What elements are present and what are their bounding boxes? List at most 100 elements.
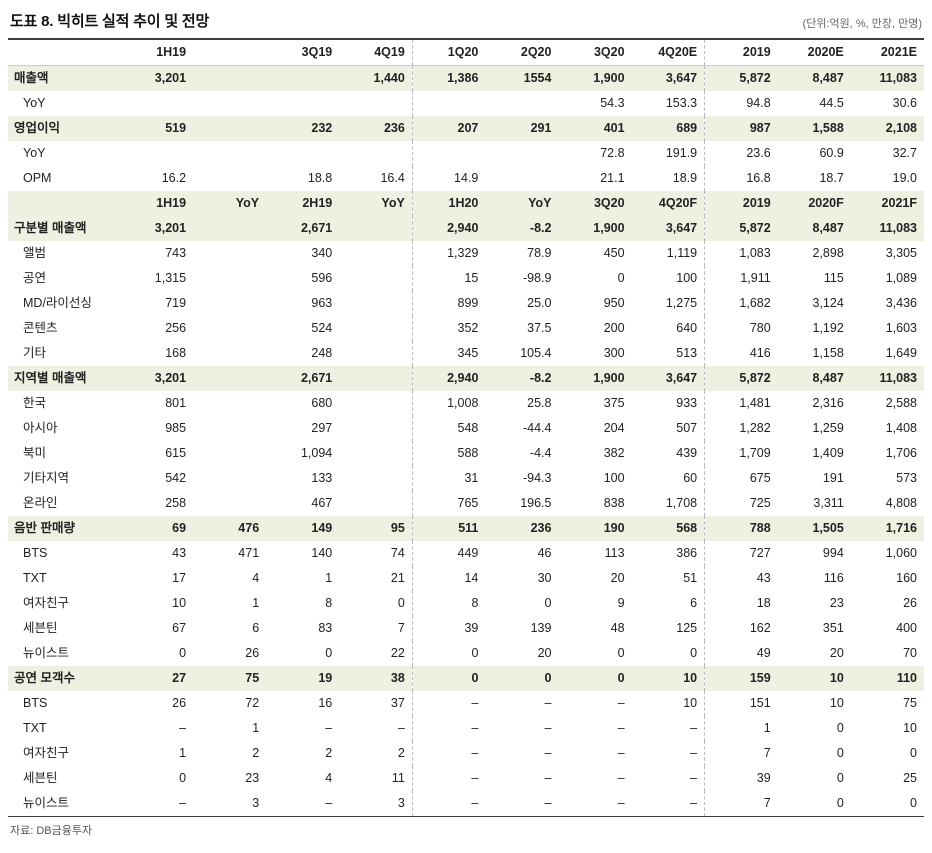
cell: 513 xyxy=(676,346,698,360)
row-label: YoY xyxy=(23,146,46,160)
cell: -4.4 xyxy=(529,446,552,460)
row-label xyxy=(8,191,120,216)
col-header: 1Q20 xyxy=(411,39,486,66)
table-row: 뉴이스트 –3–3– – – –7 0 0 xyxy=(8,791,924,817)
cell: 48 xyxy=(610,621,625,635)
cell: 300 xyxy=(603,346,625,360)
cell: 168 xyxy=(165,346,187,360)
cell: 46 xyxy=(537,546,552,560)
cell: 38 xyxy=(339,666,413,691)
cell: 375 xyxy=(603,396,625,410)
cell: 3,647 xyxy=(631,65,705,91)
cell: 743 xyxy=(165,246,187,260)
cell: 75 xyxy=(903,696,917,710)
cell: 11,083 xyxy=(850,65,924,91)
cell xyxy=(485,166,558,191)
cell: 0 xyxy=(836,746,844,760)
cell: 10 xyxy=(903,721,917,735)
cell: 7 xyxy=(704,791,778,817)
cell: 0 xyxy=(836,771,844,785)
cell: 568 xyxy=(631,516,705,541)
cell: 0 xyxy=(690,646,698,660)
col-header: 3Q20 xyxy=(558,39,632,66)
cell xyxy=(339,291,412,316)
cell: 400 xyxy=(896,621,917,635)
cell: 788 xyxy=(704,516,778,541)
cell: 54.3 xyxy=(600,96,625,110)
cell: 236 xyxy=(339,116,413,141)
col-header xyxy=(193,39,267,66)
cell: 140 xyxy=(311,546,333,560)
cell: – xyxy=(411,716,486,741)
cell: 100 xyxy=(676,271,698,285)
cell: 1,716 xyxy=(850,516,924,541)
cell: 11,083 xyxy=(850,366,924,391)
cell: -8.2 xyxy=(485,366,559,391)
cell: 0 xyxy=(910,746,917,760)
cell: 60.9 xyxy=(819,146,844,160)
cell: 1,708 xyxy=(665,496,698,510)
cell: 524 xyxy=(311,321,333,335)
cell: 26 xyxy=(903,596,917,610)
cell: 780 xyxy=(704,316,778,341)
cell: 10 xyxy=(631,666,705,691)
cell: 471 xyxy=(238,546,260,560)
cell: 67 xyxy=(172,621,187,635)
table-row: YoY 54.3 153.3 94.8 44.5 30.6 xyxy=(8,91,924,116)
cell xyxy=(193,241,266,266)
cell: 2,940 xyxy=(411,366,486,391)
cell: 2 xyxy=(325,746,333,760)
cell: – xyxy=(690,796,698,810)
cell: 615 xyxy=(165,446,187,460)
cell: 15 xyxy=(411,266,486,291)
cell: 1,440 xyxy=(339,65,413,91)
cell: 16.2 xyxy=(161,171,187,185)
cell: 519 xyxy=(120,116,194,141)
col-header: 2020E xyxy=(777,39,851,66)
cell xyxy=(339,241,412,266)
cell: 153.3 xyxy=(665,96,698,110)
cell xyxy=(193,466,266,491)
cell: 60 xyxy=(683,471,698,485)
col-header: YoY xyxy=(485,191,559,216)
cell: 6 xyxy=(252,621,260,635)
cell: 9 xyxy=(617,596,625,610)
cell xyxy=(339,316,412,341)
row-label: BTS xyxy=(23,546,48,560)
cell: 4 xyxy=(325,771,333,785)
cell: 37.5 xyxy=(527,321,552,335)
cell: 69 xyxy=(120,516,194,541)
cell: 100 xyxy=(603,471,625,485)
cell: -98.9 xyxy=(522,271,552,285)
table-row: 영업이익 519 232 236 207 291 401 689 987 1,588 2,108 xyxy=(8,116,924,141)
cell: 74 xyxy=(390,546,405,560)
cell: – xyxy=(544,696,552,710)
cell: – xyxy=(617,696,625,710)
cell xyxy=(339,341,412,366)
cell: 20 xyxy=(537,646,552,660)
cell: 933 xyxy=(676,396,698,410)
cell: – xyxy=(411,741,486,766)
cell: 0 xyxy=(179,771,187,785)
unit-note: (단위:억원, %, 만장, 만명) xyxy=(802,18,922,30)
cell: 39 xyxy=(704,766,778,791)
cell: 232 xyxy=(266,116,340,141)
cell: 14.9 xyxy=(411,166,486,191)
cell: 10 xyxy=(172,596,187,610)
cell: 236 xyxy=(485,516,559,541)
cell: 1,649 xyxy=(885,346,917,360)
cell: 16 xyxy=(318,696,333,710)
cell: 43 xyxy=(172,546,187,560)
cell: 476 xyxy=(193,516,267,541)
cell xyxy=(339,366,413,391)
cell: 507 xyxy=(676,421,698,435)
cell: 1,900 xyxy=(558,65,632,91)
col-header: 2021E xyxy=(850,39,924,66)
cell: 1,259 xyxy=(812,421,844,435)
cell: 1,329 xyxy=(411,241,486,266)
cell: 352 xyxy=(411,316,486,341)
table-row: 공연 1,315 596 15 -98.9 0 100 1,911 115 1,089 xyxy=(8,266,924,291)
cell: 725 xyxy=(704,491,778,516)
cell: 1,911 xyxy=(704,266,778,291)
